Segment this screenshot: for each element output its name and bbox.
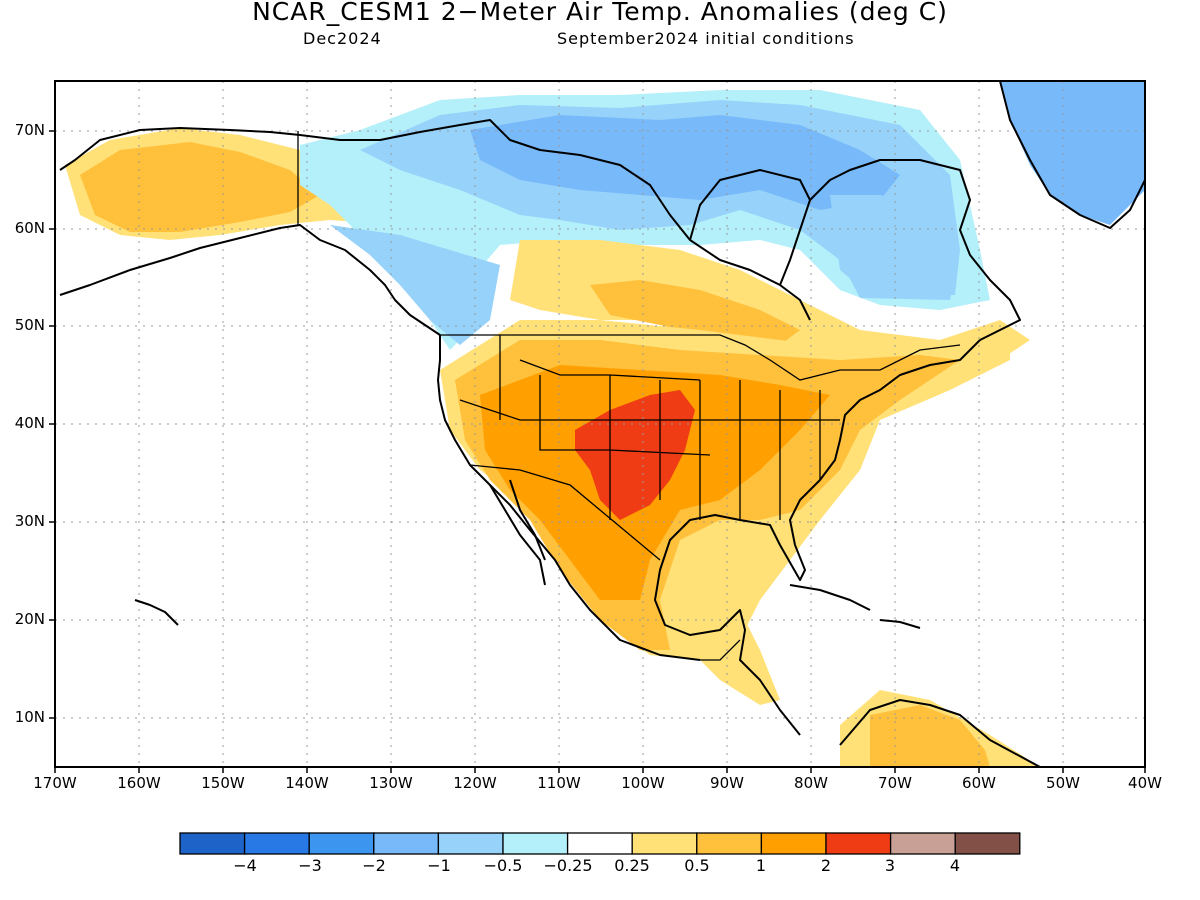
lat-label-40n: 40N [14,414,45,432]
lon-label-140w: 140W [285,774,329,792]
coast-cuba [789,584,871,611]
colorbar-swatch [502,832,569,855]
lat-ticks [49,130,55,719]
map-title: NCAR_CESM1 2−Meter Air Temp. Anomalies (… [252,0,948,26]
init-conditions-label: September2024 initial conditions [557,29,855,48]
colorbar-label: −3 [298,856,322,875]
coast-south-america [839,699,1041,767]
shade-greenland [1000,81,1145,225]
border-us-canada [440,334,961,381]
state-lines [459,335,840,520]
lon-label-150w: 150W [201,774,245,792]
colorbar-swatch [889,832,956,855]
borders [297,131,961,661]
shade-canada-cool-mid [470,115,900,210]
colorbar-swatch [179,832,246,855]
shade-quebec-cool [830,195,960,295]
coast-baja [489,479,546,586]
colorbar-label: 0.25 [614,856,650,875]
colorbar-swatch [696,832,763,855]
colorbar-swatch [760,832,827,855]
border-mexico-guatemala [700,639,741,661]
colorbar-label: −0.25 [543,856,593,875]
colorbar-swatch [437,832,504,855]
coast-east-us [654,339,981,736]
coast-alaska [59,127,441,336]
colorbar-swatch [566,832,633,855]
lon-label-110w: 110W [537,774,581,792]
shade-central-warm [590,280,800,345]
colorbar-swatch [825,832,892,855]
lat-label-70n: 70N [14,121,45,139]
lon-label-60w: 60W [962,774,996,792]
colorbar-label: −4 [233,856,257,875]
shade-alaska [80,142,320,232]
anomaly-shading [65,81,1145,767]
lon-label-120w: 120W [453,774,497,792]
coast-labrador [809,159,1021,341]
coast-west-us [437,335,701,661]
colorbar-swatch [631,832,698,855]
shade-southern-plains [575,390,695,520]
lon-label-90w: 90W [710,774,744,792]
coastlines [59,81,1145,767]
lat-label-20n: 20N [14,610,45,628]
coast-hawaii [134,599,179,626]
lon-label-170w: 170W [33,774,77,792]
colorbar-label: −1 [427,856,451,875]
coast-hispaniola [879,619,921,629]
coast-arctic [299,119,811,321]
colorbar-label: 3 [884,856,896,875]
colorbar-label: 1 [755,856,767,875]
lat-label-60n: 60N [14,219,45,237]
lon-label-50w: 50W [1046,774,1080,792]
lon-label-70w: 70W [878,774,912,792]
colorbar-swatch [954,832,1021,855]
lon-label-160w: 160W [117,774,161,792]
colorbar-label: 2 [820,856,832,875]
shade-central-warm-light [510,240,1030,370]
border-us-mexico [469,464,661,561]
colorbar-swatch [373,832,440,855]
shade-wcanada-cool [330,225,500,345]
colorbar-swatch [243,832,310,855]
lat-label-10n: 10N [14,708,45,726]
lat-label-50n: 50N [14,316,45,334]
coast-greenland [999,81,1145,229]
lon-label-100w: 100W [621,774,665,792]
valid-month-label: Dec2024 [303,29,382,48]
colorbar-label: 0.5 [684,856,710,875]
lon-ticks [54,767,1146,773]
colorbar-label: −0.5 [483,856,523,875]
colorbar-label: −2 [362,856,386,875]
colorbar [179,832,1021,855]
colorbar-swatch [308,832,375,855]
lon-label-80w: 80W [794,774,828,792]
lon-label-130w: 130W [369,774,413,792]
lat-label-30n: 30N [14,512,45,530]
lon-label-40w: 40W [1128,774,1162,792]
colorbar-label: 4 [949,856,961,875]
shade-south-america [870,705,990,767]
coast-hudson [689,169,811,286]
